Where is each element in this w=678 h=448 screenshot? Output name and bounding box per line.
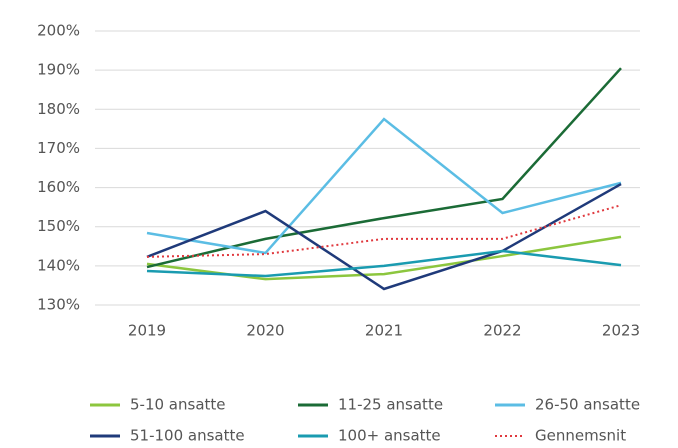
legend-label: 11-25 ansatte: [338, 396, 443, 414]
y-tick-label: 190%: [37, 61, 80, 79]
series-line: [146, 182, 622, 291]
legend-label: 26-50 ansatte: [535, 396, 640, 414]
y-tick-label: 180%: [37, 100, 80, 118]
y-tick-label: 200%: [37, 22, 80, 40]
x-tick-label: 2020: [246, 322, 284, 340]
x-tick-label: 2023: [602, 322, 640, 340]
series-line: [146, 67, 622, 269]
x-tick-label: 2019: [128, 322, 166, 340]
x-tick-label: 2021: [365, 322, 403, 340]
y-tick-label: 150%: [37, 217, 80, 235]
legend-label: 100+ ansatte: [338, 427, 441, 445]
series-line: [146, 117, 622, 255]
legend-label: 51-100 ansatte: [130, 427, 245, 445]
series-line: [146, 249, 622, 278]
y-tick-label: 130%: [37, 296, 80, 314]
x-tick-label: 2022: [483, 322, 521, 340]
legend-label: 5-10 ansatte: [130, 396, 226, 414]
y-tick-label: 170%: [37, 139, 80, 157]
y-tick-label: 160%: [37, 178, 80, 196]
legend-label: Gennemsnit: [535, 427, 626, 445]
y-tick-label: 140%: [37, 256, 80, 274]
